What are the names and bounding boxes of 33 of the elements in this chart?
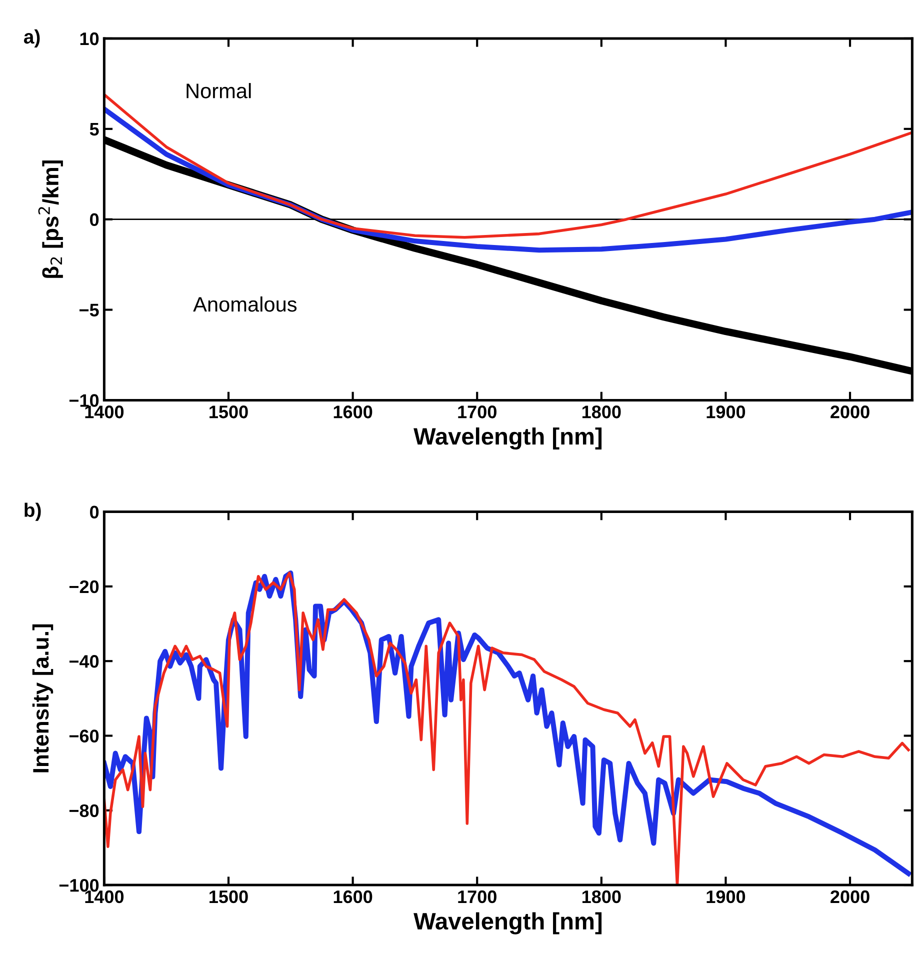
x-tick-label: 1700 [458, 406, 496, 418]
x-tick-label: 1500 [210, 406, 248, 418]
x-tick-label: 1900 [706, 890, 746, 904]
y-tick-label: 0 [90, 213, 99, 226]
text: b) [24, 502, 41, 521]
y-tick-label: −10 [69, 394, 99, 407]
y-axis-title: Intensity [a.u.] [32, 624, 54, 772]
y-tick-label: −60 [69, 730, 99, 742]
x-tick-label: 1600 [334, 890, 372, 904]
y-tick-label: −100 [59, 878, 99, 892]
x-tick-label: 2000 [830, 406, 870, 418]
x-tick-label: 1900 [706, 406, 746, 418]
x-tick-label: 1800 [582, 406, 621, 418]
x-tick-label: 1400 [85, 406, 124, 418]
x-tick-label: 2000 [830, 890, 870, 904]
y-axis-title: β$_{2}$ [ps$^{2}$/km] [38, 160, 63, 278]
x-tick-label: 1800 [582, 890, 621, 904]
y-tick-label: 5 [90, 123, 99, 136]
x-tick-label: 1600 [334, 406, 372, 418]
annotation: Normal [186, 83, 251, 98]
x-tick-label: 1700 [458, 890, 496, 904]
y-tick-label: 0 [90, 506, 99, 519]
y-tick-label: −20 [69, 580, 99, 594]
x-tick-label: 1400 [85, 890, 124, 904]
text: a) [24, 29, 40, 48]
y-tick-label: −5 [80, 304, 99, 316]
annotation: Anomalous [193, 296, 297, 312]
x-axis-title: Wavelength [nm] [414, 912, 602, 934]
y-tick-label: −40 [69, 655, 99, 668]
y-tick-label: 10 [80, 32, 99, 46]
y-tick-label: −80 [69, 804, 99, 818]
x-axis-title: Wavelength [nm] [414, 427, 602, 450]
x-tick-label: 1500 [210, 890, 248, 904]
